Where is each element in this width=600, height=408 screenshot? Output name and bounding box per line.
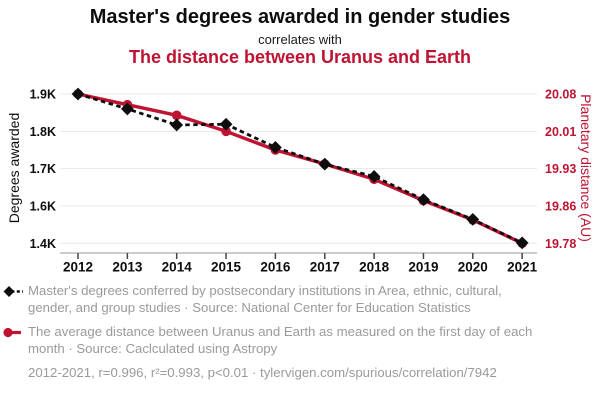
- data-point-degrees: [120, 102, 134, 116]
- data-point-degrees: [219, 117, 233, 131]
- data-point-degrees: [170, 118, 184, 132]
- left-axis-tick-label: 1.4K: [30, 237, 56, 251]
- data-point-degrees: [71, 87, 85, 101]
- x-axis-tick-label: 2014: [162, 260, 193, 275]
- x-axis-tick-label: 2021: [507, 260, 538, 275]
- footer-stats: 2012-2021, r=0.996, r²=0.993, p<0.01 · t…: [28, 365, 497, 380]
- x-axis-tick-label: 2019: [408, 260, 438, 275]
- data-point-distance: [221, 126, 231, 137]
- data-point-degrees: [269, 140, 282, 154]
- right-axis-tick-label: 19.86: [545, 199, 576, 213]
- x-axis-tick-label: 2013: [112, 260, 143, 275]
- data-point-distance: [171, 110, 182, 121]
- data-point-degrees: [515, 236, 529, 250]
- x-axis-tick-label: 2020: [458, 260, 488, 275]
- legend-item-degrees: Master's degrees conferred by postsecond…: [3, 283, 593, 316]
- left-axis-tick-label: 1.7K: [30, 162, 56, 176]
- legend-item-distance: The average distance between Uranus and …: [3, 324, 593, 357]
- correlates-with-label: correlates with: [258, 32, 342, 47]
- secondary-title: The distance between Uranus and Earth: [128, 47, 472, 67]
- chart-svg: 1.9K 20.08 1.8K 20.01 1.7K 19.93 1.6K 19.86 1.4K…: [30, 87, 577, 275]
- legend: Master's degrees conferred by postsecond…: [3, 283, 593, 382]
- left-axis-tick-label: 1.8K: [30, 125, 56, 139]
- right-axis-tick-label: 19.93: [545, 162, 576, 176]
- legend-text-degrees: Master's degrees conferred by postsecond…: [28, 283, 502, 315]
- black-dashed-diamond-marker-icon: [3, 286, 23, 297]
- x-axis-tick-label: 2015: [211, 260, 242, 275]
- x-axis-tick-label: 2012: [63, 260, 93, 275]
- data-point-degrees: [367, 170, 381, 183]
- x-axis-tick-label: 2016: [260, 260, 291, 275]
- right-axis-tick-label: 20.08: [545, 88, 576, 102]
- series-line-degrees: [77, 92, 523, 245]
- data-point-degrees: [318, 157, 332, 171]
- data-point-degrees: [466, 212, 480, 226]
- legend-text-distance: The average distance between Uranus and …: [28, 324, 533, 356]
- x-axis-tick-label: 2018: [359, 260, 390, 275]
- right-axis-tick-label: 19.78: [545, 237, 576, 251]
- data-point-degrees: [417, 193, 430, 206]
- left-axis-tick-label: 1.9K: [30, 88, 56, 102]
- left-axis-tick-label: 1.6K: [30, 199, 56, 213]
- right-axis-tick-label: 20.01: [545, 125, 576, 139]
- red-line-dot-marker-icon: [3, 327, 21, 338]
- x-axis-tick-label: 2017: [310, 260, 340, 275]
- page-title: Master's degrees awarded in gender studi…: [89, 6, 511, 28]
